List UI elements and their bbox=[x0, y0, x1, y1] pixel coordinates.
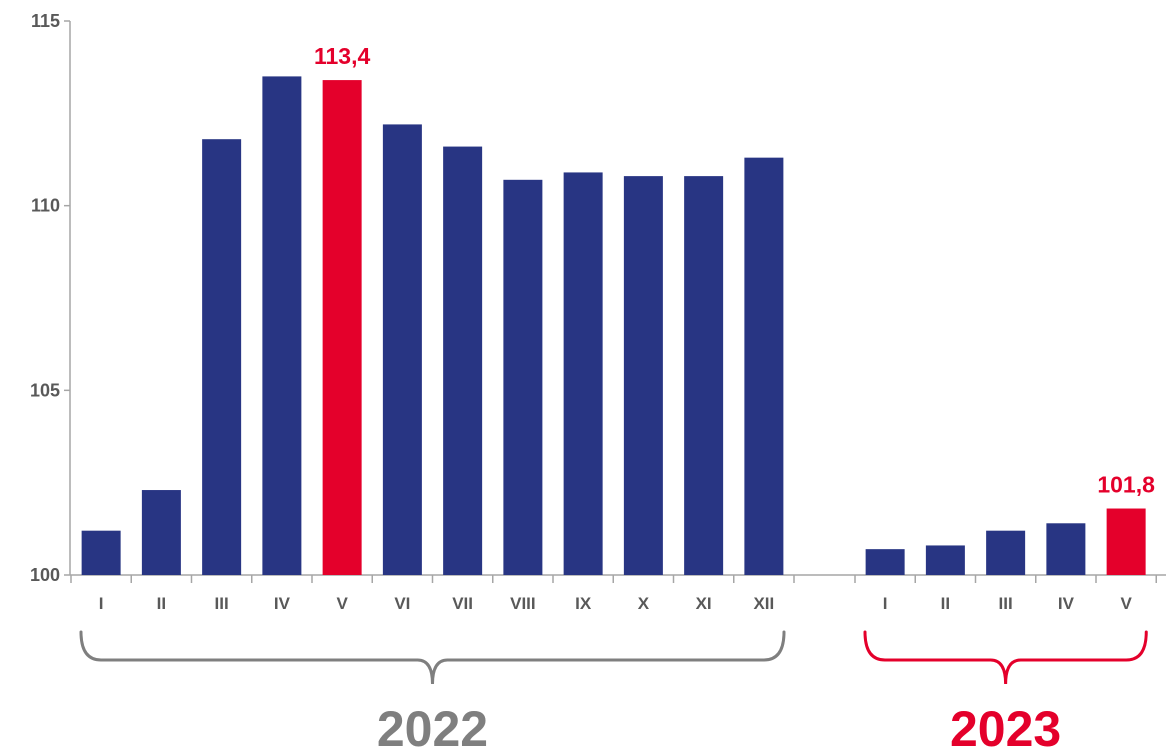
x-tick-label: V bbox=[1120, 594, 1132, 613]
bar-2022-XI bbox=[684, 176, 724, 575]
bar-2023-IV bbox=[1046, 523, 1086, 575]
bar-2023-III bbox=[986, 530, 1026, 575]
data-label: 101,8 bbox=[1097, 472, 1155, 498]
year-braces: 2022 2023 bbox=[79, 630, 1148, 754]
brace-2023 bbox=[863, 630, 1148, 685]
y-tick-label: 110 bbox=[31, 196, 60, 216]
bar-2023-II bbox=[925, 545, 965, 575]
bar-2023-V bbox=[1106, 508, 1146, 575]
x-tick-label: VIII bbox=[510, 594, 536, 613]
bar-2022-I bbox=[81, 530, 121, 575]
bar-2022-VII bbox=[443, 146, 483, 575]
bar-2022-X bbox=[623, 176, 663, 575]
bar-2022-XII bbox=[744, 157, 784, 575]
x-tick-label: III bbox=[215, 594, 229, 613]
x-tick-label: II bbox=[157, 594, 166, 613]
bar-2022-VI bbox=[382, 124, 422, 575]
bar-2022-IV bbox=[262, 76, 302, 576]
year-label-2022: 2022 bbox=[377, 701, 488, 754]
x-tick-label: II bbox=[941, 594, 950, 613]
x-tick-label: I bbox=[99, 594, 104, 613]
axes: 100 105 110 115 bbox=[30, 11, 1166, 585]
y-tick-label: 115 bbox=[31, 11, 60, 31]
x-tick-label: I bbox=[883, 594, 888, 613]
y-tick-label: 105 bbox=[30, 380, 60, 400]
x-tick-label: XII bbox=[753, 594, 774, 613]
bar-2022-V bbox=[322, 80, 362, 575]
bar-2022-III bbox=[202, 139, 242, 575]
bars bbox=[81, 76, 1146, 576]
bar-2022-VIII bbox=[503, 179, 543, 575]
x-tick-label: XI bbox=[696, 594, 712, 613]
brace-2022 bbox=[79, 630, 786, 685]
x-tick-label: X bbox=[638, 594, 650, 613]
year-label-2023: 2023 bbox=[950, 701, 1061, 754]
x-tick-label: III bbox=[999, 594, 1013, 613]
x-tick-label: VII bbox=[452, 594, 473, 613]
x-tick-label: V bbox=[336, 594, 348, 613]
x-tick-label: IV bbox=[1058, 594, 1075, 613]
bar-2022-IX bbox=[563, 172, 603, 575]
x-tick-label: IX bbox=[575, 594, 592, 613]
x-tick-label: VI bbox=[394, 594, 410, 613]
y-tick-label: 100 bbox=[30, 565, 60, 585]
bar-2023-I bbox=[865, 549, 905, 575]
data-label: 113,4 bbox=[314, 43, 370, 69]
x-tick-label: IV bbox=[274, 594, 291, 613]
bar-2022-II bbox=[141, 490, 181, 575]
